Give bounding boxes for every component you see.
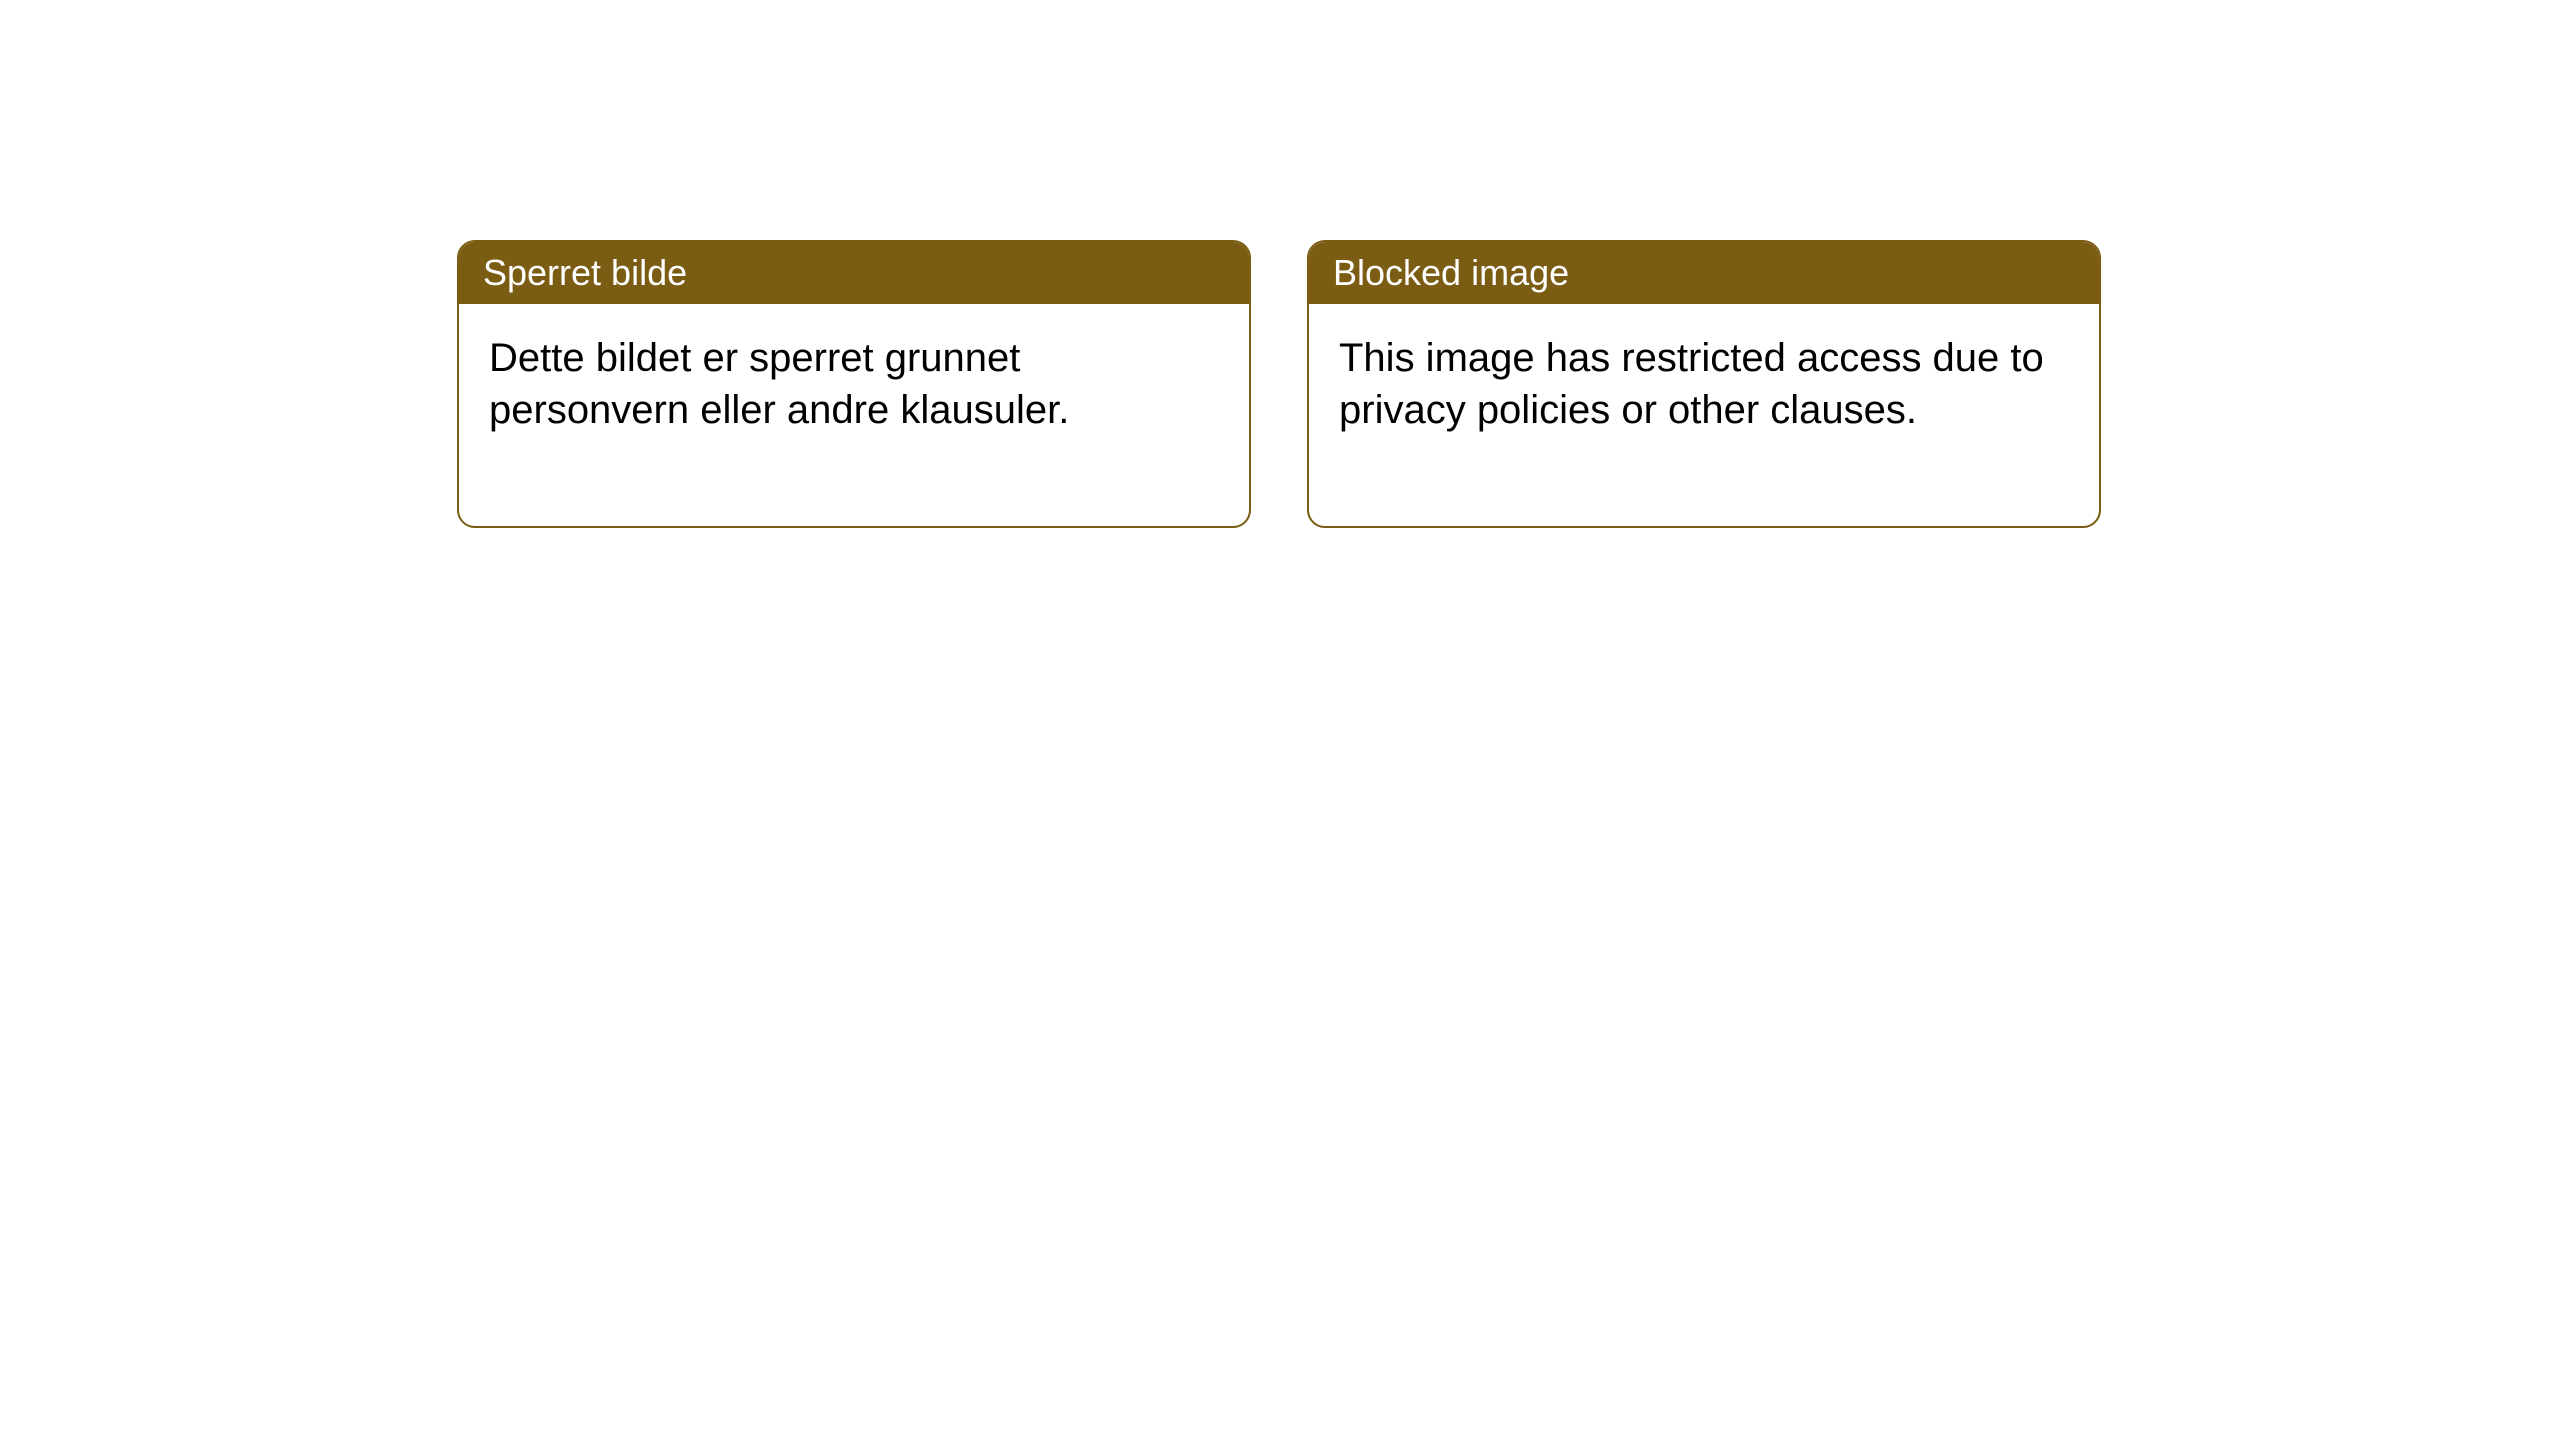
notice-header: Blocked image	[1309, 242, 2099, 304]
notice-header: Sperret bilde	[459, 242, 1249, 304]
notice-text: Dette bildet er sperret grunnet personve…	[489, 336, 1069, 432]
notice-card-norwegian: Sperret bilde Dette bildet er sperret gr…	[457, 240, 1251, 528]
notice-text: This image has restricted access due to …	[1339, 336, 2044, 432]
notice-title: Sperret bilde	[483, 252, 687, 293]
notice-title: Blocked image	[1333, 252, 1569, 293]
notice-body: This image has restricted access due to …	[1309, 304, 2099, 526]
notice-card-english: Blocked image This image has restricted …	[1307, 240, 2101, 528]
notice-body: Dette bildet er sperret grunnet personve…	[459, 304, 1249, 526]
notice-container: Sperret bilde Dette bildet er sperret gr…	[457, 240, 2101, 528]
